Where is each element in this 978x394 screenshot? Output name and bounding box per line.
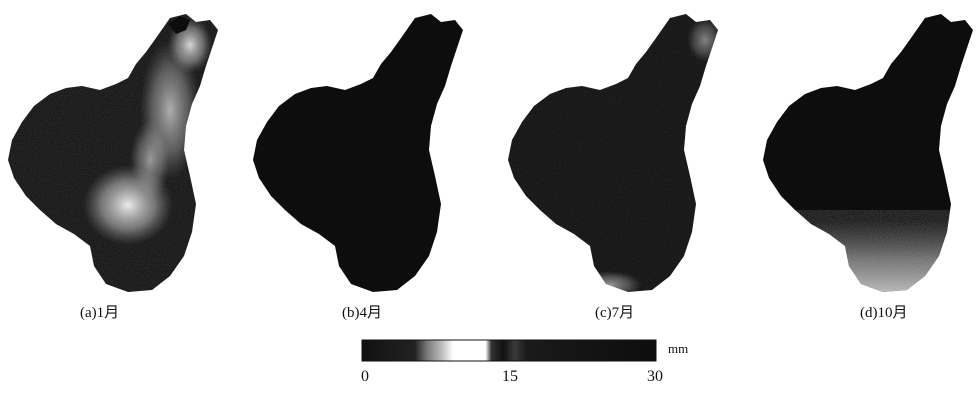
panel-label-a: (a)1月 xyxy=(80,305,120,321)
panel-label-d: (d)10月 xyxy=(860,305,908,321)
map-panel-d xyxy=(763,14,973,292)
panel-label-c: (c)7月 xyxy=(595,305,635,321)
map-panel-b xyxy=(253,14,463,292)
legend-colorbar xyxy=(361,339,657,362)
map-panel-a xyxy=(8,14,218,292)
legend-tick-mid: 15 xyxy=(502,368,518,385)
legend-tick-max: 30 xyxy=(647,368,663,385)
panel-label-b: (b)4月 xyxy=(342,305,382,321)
map-panel-c xyxy=(508,14,718,292)
legend-unit: mm xyxy=(668,341,689,356)
legend-tick-min: 0 xyxy=(361,368,369,385)
